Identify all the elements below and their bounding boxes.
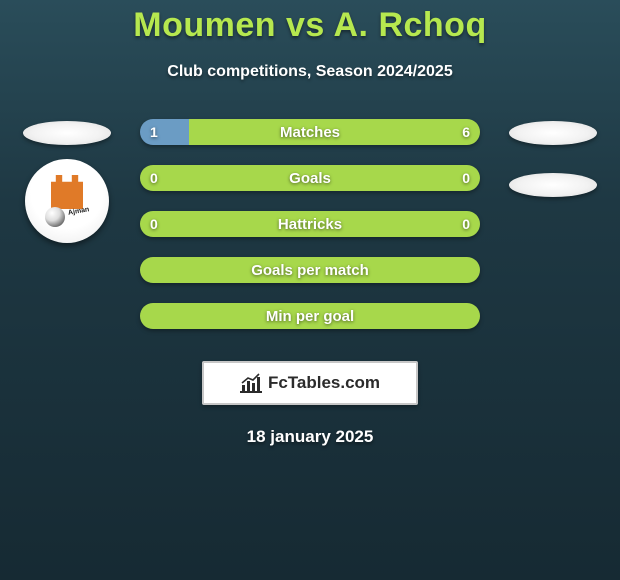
brand-box: FcTables.com [202, 361, 418, 405]
stat-label: Matches [140, 119, 480, 145]
stat-row: Goals per match [140, 257, 480, 283]
player1-flag-ellipse [23, 121, 111, 145]
stat-label: Goals per match [140, 257, 480, 283]
stat-row: Min per goal [140, 303, 480, 329]
player1-badges: Ajman [12, 119, 122, 243]
stat-value-p1: 1 [140, 119, 168, 145]
ball-icon [45, 207, 65, 227]
player1-club-badge: Ajman [25, 159, 109, 243]
player2-badges [498, 119, 608, 197]
comparison-card: Moumen vs A. Rchoq Club competitions, Se… [0, 0, 620, 447]
stat-value-p2: 6 [452, 119, 480, 145]
stat-row: Matches1 6 [140, 119, 480, 145]
stat-label: Goals [140, 165, 480, 191]
stat-value-p1: 0 [140, 211, 168, 237]
stat-bars: Matches16Goals00Hattricks00Goals per mat… [140, 119, 480, 349]
stat-row: Goals0 0 [140, 165, 480, 191]
fort-icon [51, 175, 83, 209]
stat-row: Hattricks0 0 [140, 211, 480, 237]
player2-flag-ellipse [509, 121, 597, 145]
date-label: 18 january 2025 [0, 427, 620, 447]
stat-value-p2: 0 [452, 211, 480, 237]
stat-value-p1: 0 [140, 165, 168, 191]
stats-chart: Ajman Matches16Goals00Hattricks00Goals p… [0, 119, 620, 349]
player2-club-ellipse [509, 173, 597, 197]
subtitle: Club competitions, Season 2024/2025 [0, 63, 620, 81]
page-title: Moumen vs A. Rchoq [0, 6, 620, 45]
stat-label: Min per goal [140, 303, 480, 329]
brand-label: FcTables.com [268, 373, 380, 393]
stat-label: Hattricks [140, 211, 480, 237]
stat-value-p2: 0 [452, 165, 480, 191]
brand-chart-icon [240, 373, 262, 393]
